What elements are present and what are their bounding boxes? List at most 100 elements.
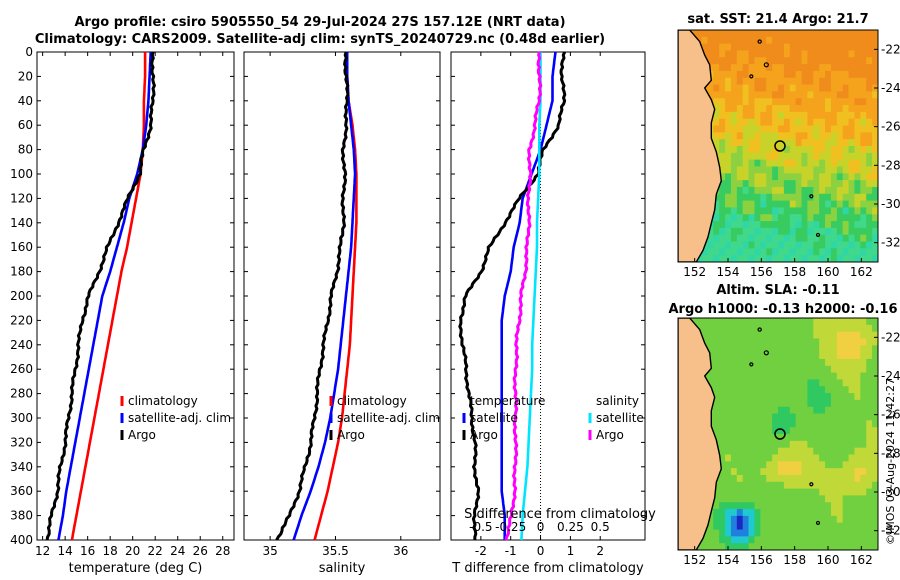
map-cell: [860, 413, 867, 421]
map-cell: [860, 221, 867, 229]
map-cell: [760, 30, 767, 38]
map-cell: [772, 420, 779, 428]
map-cell: [789, 207, 797, 215]
map-cell: [772, 488, 779, 497]
map-cell: [789, 173, 797, 181]
map-cell: [801, 91, 809, 99]
map-cell: [766, 159, 773, 168]
map-cell: [801, 105, 809, 113]
map-cell: [754, 30, 761, 38]
map-cell: [866, 468, 873, 476]
map-cell: [725, 98, 732, 106]
map-cell: [730, 331, 738, 340]
map-cell: [719, 159, 726, 168]
map-cell: [742, 468, 750, 476]
map-cell: [801, 338, 809, 346]
map-cell: [848, 386, 856, 394]
map-cell: [819, 98, 826, 106]
map-cell: [730, 358, 738, 367]
map-cell: [772, 372, 779, 381]
series-line-satellite-adj-clim: [292, 52, 357, 541]
map-cell: [842, 515, 850, 524]
map-cell: [795, 352, 803, 360]
map-cell: [866, 139, 873, 147]
map-cell: [789, 372, 797, 381]
map-cell: [848, 159, 856, 168]
map-cell: [760, 132, 767, 140]
map-cell: [813, 318, 820, 326]
map-cell: [830, 318, 838, 326]
map-cell: [783, 118, 791, 127]
map-cell: [830, 474, 838, 483]
map-cell: [778, 91, 785, 99]
map-cell: [772, 440, 779, 449]
map-cell: [789, 241, 797, 249]
map-cell: [789, 338, 797, 346]
map-cell: [707, 241, 714, 249]
map-cell: [730, 536, 738, 544]
map-cell: [783, 166, 791, 174]
map-cell: [719, 166, 726, 174]
map-cell: [766, 454, 773, 462]
map-cell: [754, 77, 761, 86]
map-cell: [866, 393, 873, 401]
map-cell: [730, 98, 738, 106]
map-cell: [748, 248, 756, 256]
map-cell: [854, 221, 861, 229]
map-cell: [872, 365, 878, 374]
map-cell: [742, 474, 750, 483]
reef-outline: [809, 482, 814, 487]
map-cell: [866, 318, 873, 326]
map-cell: [778, 345, 785, 353]
map-cell: [842, 318, 850, 326]
map-cell: [713, 379, 720, 387]
map-cell: [866, 98, 873, 106]
map-cell: [866, 84, 873, 93]
map-cell: [854, 338, 861, 346]
map-cell: [736, 105, 744, 113]
map-cell: [742, 64, 750, 72]
map-cell: [825, 214, 832, 222]
map-cell: [778, 248, 785, 256]
map-cell: [778, 43, 785, 52]
map-cell: [842, 105, 850, 113]
map-cell: [830, 502, 838, 510]
map-cell: [742, 358, 750, 367]
map-cell: [825, 454, 832, 462]
map-cell: [754, 105, 761, 113]
map-cell: [736, 132, 744, 140]
map-cell: [860, 481, 867, 490]
map-cell: [748, 509, 756, 517]
map-cell: [813, 193, 820, 202]
map-cell: [778, 461, 785, 469]
map-cell: [748, 180, 756, 188]
map-cell: [783, 241, 791, 249]
map-cell: [813, 502, 820, 510]
map-cell: [719, 399, 726, 408]
map-cell: [778, 331, 785, 340]
map-cell: [778, 454, 785, 462]
map-cell: [848, 186, 856, 195]
map-cell: [789, 474, 797, 483]
map-cell: [766, 146, 773, 154]
map-cell: [860, 365, 867, 374]
map-cell: [795, 36, 803, 45]
map-cell: [760, 393, 767, 401]
map-cell: [854, 515, 861, 524]
map-cell: [836, 461, 844, 469]
map-cell: [842, 70, 850, 79]
map-cell: [736, 393, 744, 401]
map-cell: [725, 447, 732, 456]
map-cell: [760, 468, 767, 476]
map-cell: [872, 159, 878, 168]
map-cell: [866, 146, 873, 154]
map-cell: [713, 221, 720, 229]
map-cell: [872, 207, 878, 215]
x-tick-label: 0: [537, 544, 545, 558]
map-cell: [778, 186, 785, 195]
map-cell: [819, 522, 826, 531]
map-cell: [742, 536, 750, 544]
y-tick-label: 0: [25, 45, 33, 59]
map-cell: [789, 488, 797, 497]
map-cell: [719, 139, 726, 147]
